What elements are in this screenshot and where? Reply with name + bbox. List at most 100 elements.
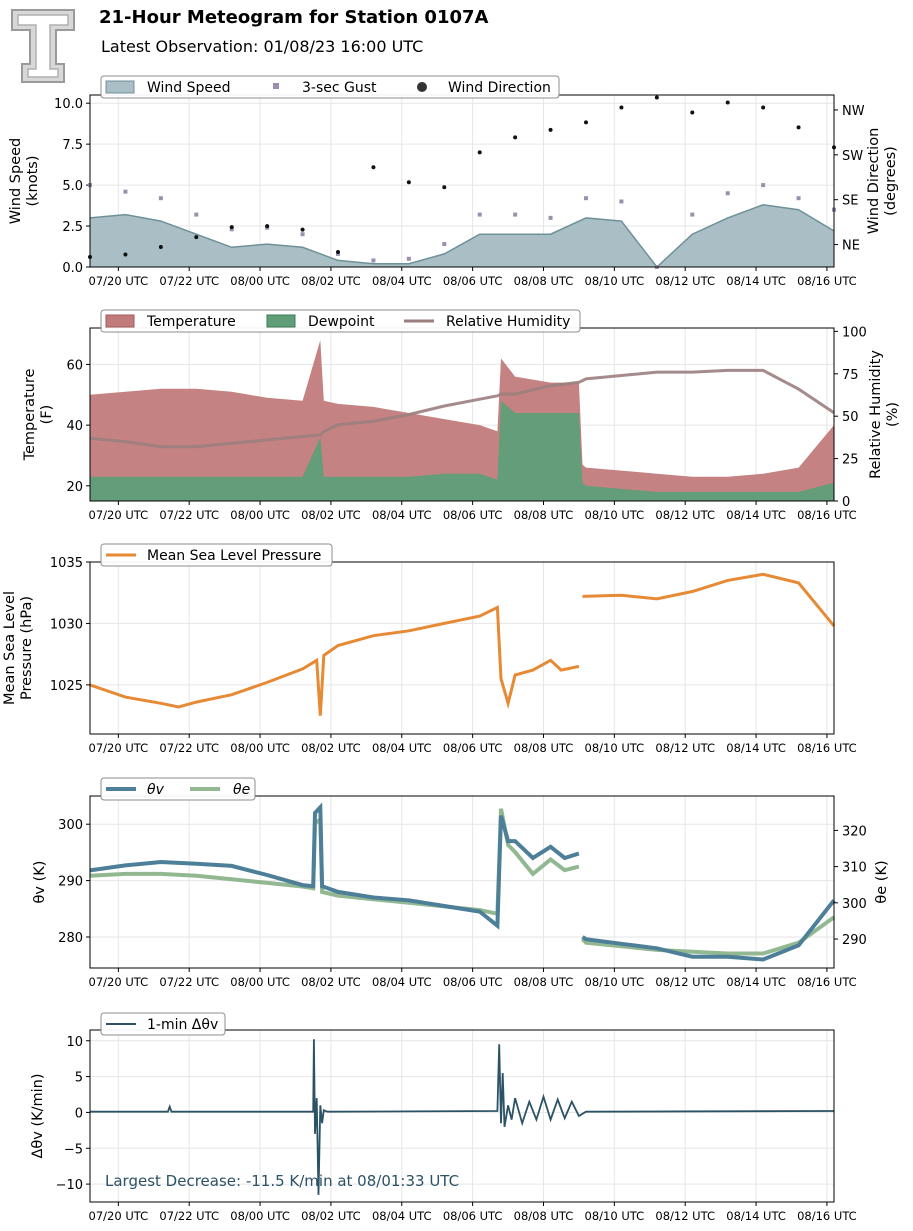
temp-xtick-label: 07/20 UTC <box>89 508 149 522</box>
wind-ytick-label: 5.0 <box>62 179 83 194</box>
direction-point <box>442 185 447 190</box>
pressure-legend <box>100 543 333 567</box>
dtheta-ytick-label: 5 <box>75 1071 83 1086</box>
wind-xtick-label: 08/10 UTC <box>585 274 645 288</box>
pressure-xtick-label: 07/22 UTC <box>159 741 219 755</box>
theta-e-line <box>581 915 836 956</box>
direction-point <box>548 127 553 132</box>
dtheta-xtick-label: 08/16 UTC <box>797 1209 857 1223</box>
gust-point <box>194 212 199 217</box>
pressure-xtick-label: 08/02 UTC <box>301 741 361 755</box>
wind-ytick-label: 10.0 <box>54 97 83 112</box>
gust-point <box>158 196 163 201</box>
theta-ytick-right-label: 310 <box>842 861 867 876</box>
temp-xtick-label: 08/00 UTC <box>230 508 290 522</box>
theta-ytick-right-label: 320 <box>842 824 867 839</box>
dtheta-xtick-label: 08/10 UTC <box>585 1209 645 1223</box>
delta-theta-line <box>90 1039 835 1195</box>
direction-point <box>336 250 340 255</box>
pressure-xtick-label: 07/20 UTC <box>89 741 149 755</box>
temp-axis-label: Temperature(F) <box>22 369 55 462</box>
theta-xtick-label: 08/04 UTC <box>372 975 432 989</box>
legend-temperature-swatch <box>105 314 135 328</box>
theta-right-axis-label: θe (K) <box>874 860 890 903</box>
theta-ytick-right-label: 300 <box>842 897 867 912</box>
wind-xtick-label: 08/02 UTC <box>301 274 361 288</box>
wind-ytick-right-label: NE <box>842 239 860 254</box>
gust-point <box>619 199 624 204</box>
direction-point <box>654 95 659 100</box>
theta-xtick-label: 07/20 UTC <box>89 975 149 989</box>
wind-ytick-label: 0.0 <box>62 261 83 276</box>
temp-ytick-label: 60 <box>66 358 83 373</box>
theta-ytick-label: 300 <box>58 818 83 833</box>
dtheta-ytick-label: −5 <box>64 1142 83 1157</box>
temp-xtick-label: 08/12 UTC <box>655 508 715 522</box>
wind-axis-label: Wind Speed(knots) <box>8 138 41 225</box>
gust-point <box>123 189 128 194</box>
direction-point <box>619 105 624 110</box>
direction-point <box>229 225 234 230</box>
temp-xtick-label: 08/16 UTC <box>797 508 857 522</box>
temp-right-axis-label: Relative Humidity(%) <box>868 350 901 479</box>
dtheta-frame <box>89 1029 835 1203</box>
wind-xtick-label: 08/14 UTC <box>726 274 786 288</box>
wind-xtick-label: 08/06 UTC <box>443 274 503 288</box>
legend-wind-speed-label: Wind Speed <box>147 80 231 96</box>
theta-legend <box>100 777 256 801</box>
direction-point <box>265 224 270 229</box>
gust-point <box>584 196 588 201</box>
wind-xtick-label: 07/22 UTC <box>159 274 219 288</box>
theta-xtick-label: 08/10 UTC <box>585 975 645 989</box>
legend-dewpoint-label: Dewpoint <box>308 314 375 330</box>
theta-xtick-label: 08/06 UTC <box>443 975 503 989</box>
dtheta-xtick-label: 08/06 UTC <box>443 1209 503 1223</box>
theta-xtick-label: 08/02 UTC <box>301 975 361 989</box>
gust-point <box>300 232 305 237</box>
theta-ytick-label: 290 <box>58 875 83 890</box>
dtheta-xtick-label: 08/12 UTC <box>655 1209 715 1223</box>
dtheta-xtick-label: 07/22 UTC <box>159 1209 219 1223</box>
temp-xtick-label: 07/22 UTC <box>159 508 219 522</box>
gust-point <box>725 191 730 196</box>
temp-ytick-label: 20 <box>66 480 83 495</box>
pressure-axis-label: Mean Sea LevelPressure (hPa) <box>2 591 35 705</box>
pressure-xtick-label: 08/08 UTC <box>514 741 574 755</box>
pressure-panel: 07/20 UTC 07/22 UTC 08/00 UTC 08/02 UTC 08/0… <box>2 543 857 755</box>
temp-xtick-label: 08/06 UTC <box>443 508 503 522</box>
theta-frame <box>89 795 835 969</box>
direction-point <box>761 105 766 110</box>
pressure-frame <box>89 561 835 735</box>
theta-axis-label: θv (K) <box>32 861 48 904</box>
wind-legend <box>100 75 560 99</box>
theta-panel: 07/20 UTC 07/22 UTC 08/00 UTC 08/02 UTC 08/0… <box>32 777 890 989</box>
theta-v-line <box>581 899 836 962</box>
wind-speed-area <box>90 204 834 267</box>
dtheta-ytick-label: −10 <box>56 1178 83 1193</box>
pressure-xtick-label: 08/00 UTC <box>230 741 290 755</box>
dtheta-axis-label: Δθv (K/min) <box>30 1073 46 1158</box>
temperature-panel: 07/20 UTC 07/22 UTC 08/00 UTC 08/02 UTC 08/0… <box>22 309 901 522</box>
temp-ytick-right-label: 0 <box>842 495 850 510</box>
pressure-xtick-label: 08/10 UTC <box>585 741 645 755</box>
direction-point <box>300 227 305 232</box>
theta-e-line <box>89 808 580 917</box>
legend-gust-swatch <box>273 83 279 89</box>
direction-point <box>513 135 518 140</box>
direction-point <box>194 235 199 240</box>
temp-xtick-label: 08/10 UTC <box>585 508 645 522</box>
gust-point <box>690 212 695 217</box>
dtheta-xtick-label: 08/02 UTC <box>301 1209 361 1223</box>
direction-point <box>690 110 695 115</box>
dtheta-xtick-label: 08/04 UTC <box>372 1209 432 1223</box>
legend-direction-label: Wind Direction <box>448 80 551 96</box>
pressure-ytick-label: 1030 <box>50 617 83 632</box>
temp-xtick-label: 08/14 UTC <box>726 508 786 522</box>
gust-point <box>761 183 766 188</box>
legend-gust-label: 3-sec Gust <box>302 80 377 96</box>
temp-ytick-right-label: 50 <box>842 410 859 425</box>
pressure-line <box>89 605 580 716</box>
pressure-xtick-label: 08/04 UTC <box>372 741 432 755</box>
theta-xtick-label: 08/14 UTC <box>726 975 786 989</box>
